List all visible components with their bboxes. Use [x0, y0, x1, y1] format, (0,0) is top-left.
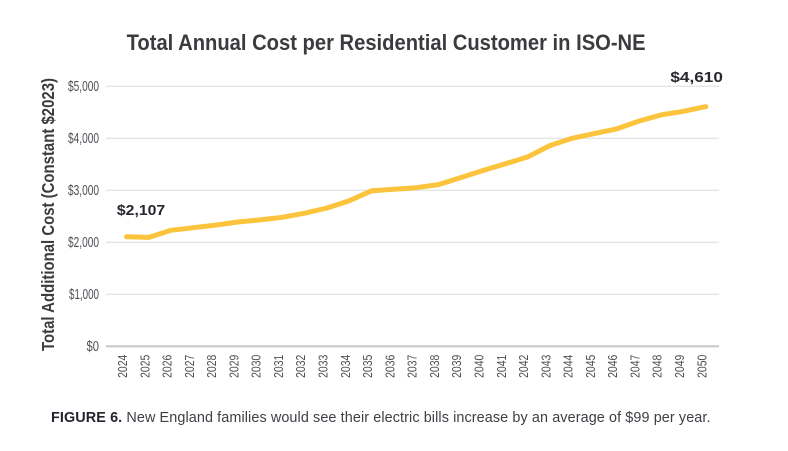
svg-text:Total Additional Cost (Constan: Total Additional Cost (Constant $2023)	[38, 78, 58, 351]
svg-text:$4,610: $4,610	[670, 69, 723, 86]
svg-text:2047: 2047	[627, 355, 642, 378]
svg-text:$2,107: $2,107	[117, 202, 165, 219]
svg-text:2024: 2024	[115, 355, 130, 378]
svg-text:2042: 2042	[516, 355, 531, 378]
svg-text:2049: 2049	[672, 355, 687, 378]
svg-text:2036: 2036	[382, 355, 397, 378]
svg-text:$1,000: $1,000	[69, 287, 99, 303]
svg-text:2028: 2028	[204, 355, 219, 378]
svg-text:2038: 2038	[427, 355, 442, 378]
svg-text:2041: 2041	[494, 355, 509, 378]
svg-text:$5,000: $5,000	[68, 79, 99, 95]
svg-text:2050: 2050	[694, 355, 709, 378]
svg-text:2031: 2031	[271, 355, 286, 378]
svg-text:2045: 2045	[583, 355, 598, 378]
svg-text:2033: 2033	[316, 355, 331, 378]
svg-text:2034: 2034	[338, 355, 353, 378]
svg-text:$3,000: $3,000	[68, 183, 99, 199]
svg-text:2026: 2026	[160, 355, 175, 378]
svg-text:Total Annual Cost per Resident: Total Annual Cost per Residential Custom…	[127, 30, 646, 55]
svg-text:2037: 2037	[405, 355, 420, 378]
svg-text:2043: 2043	[538, 355, 553, 378]
svg-text:2044: 2044	[561, 355, 576, 378]
svg-text:2029: 2029	[226, 355, 241, 378]
svg-text:$0: $0	[87, 339, 100, 355]
svg-text:2032: 2032	[293, 355, 308, 378]
svg-text:$2,000: $2,000	[68, 235, 99, 251]
svg-text:$4,000: $4,000	[68, 131, 99, 147]
svg-text:2048: 2048	[650, 355, 665, 378]
svg-text:2025: 2025	[137, 355, 152, 378]
svg-text:2040: 2040	[472, 355, 487, 378]
svg-text:2035: 2035	[360, 355, 375, 378]
svg-text:2039: 2039	[449, 355, 464, 378]
svg-text:2046: 2046	[605, 355, 620, 378]
svg-text:2027: 2027	[182, 355, 197, 378]
svg-text:2030: 2030	[249, 355, 264, 378]
